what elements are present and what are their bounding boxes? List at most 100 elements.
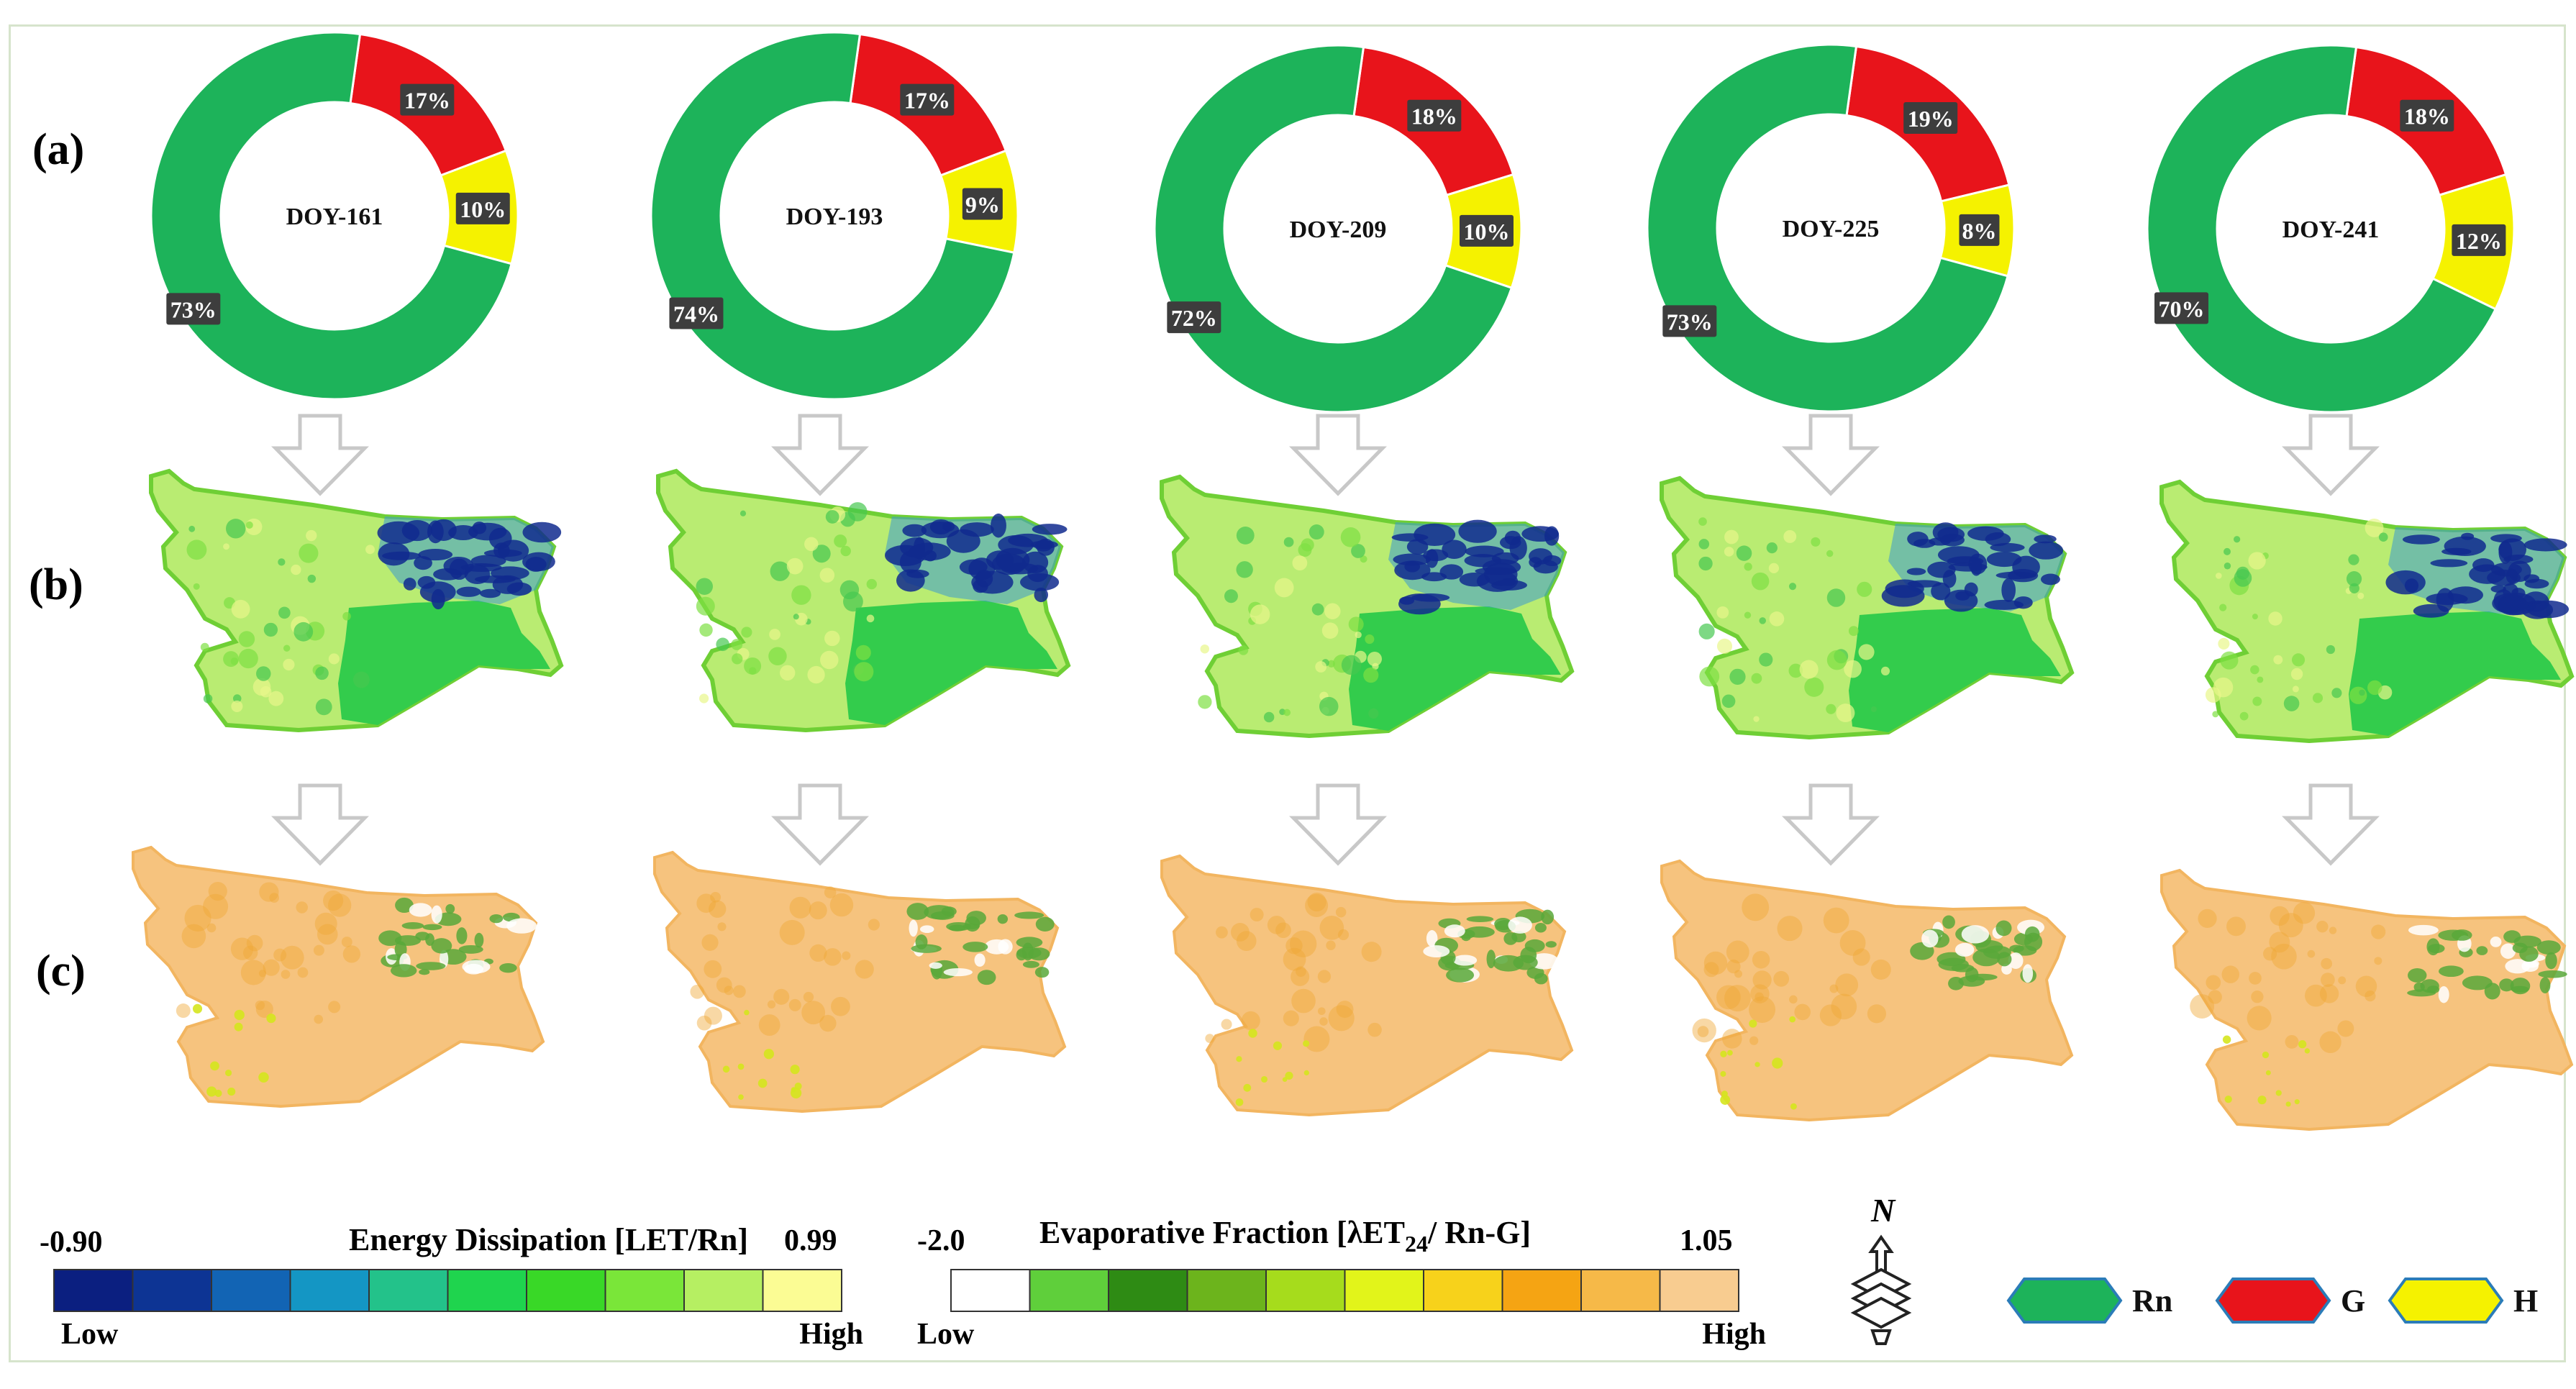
colorbar-cell: [950, 1269, 1031, 1312]
study-area-map: [1162, 477, 1572, 736]
colorbar-cell: [683, 1269, 764, 1312]
down-arrow-icon: [1289, 414, 1387, 496]
legend-swatch: [2215, 1278, 2331, 1324]
slice-label-text: 10%: [1463, 219, 1509, 245]
study-area-map: [132, 846, 545, 1108]
slice-data-label: 19%: [1903, 102, 1958, 135]
colorbar-cell: [447, 1269, 527, 1312]
legend-label: H: [2513, 1283, 2538, 1319]
legend-ef-max: 1.05: [1680, 1224, 1733, 1257]
donut-slice-rn: [150, 31, 513, 401]
down-arrow-icon: [771, 783, 869, 866]
down-arrow-icon: [2282, 783, 2380, 866]
donut-chart: 19% 8% 73% DOY-225: [1646, 43, 2016, 413]
down-arrow-icon: [771, 414, 869, 496]
slice-label-text: 9%: [965, 191, 1000, 217]
donut-title: DOY-209: [1290, 217, 1387, 243]
row-label-c: (c): [36, 947, 86, 996]
colorbar-cell: [1265, 1269, 1346, 1312]
colorbar-cell: [1344, 1269, 1424, 1312]
study-area-map: [2160, 869, 2573, 1131]
legend-energy-min: -0.90: [40, 1226, 103, 1259]
colorbar-cell: [211, 1269, 291, 1312]
colorbar-cell: [1580, 1269, 1661, 1312]
donut-slice-rn: [2146, 44, 2498, 414]
slice-data-label: 9%: [962, 188, 1003, 220]
slice-label-text: 74%: [673, 301, 719, 327]
donut-slice-rn: [650, 31, 1016, 401]
legend-energy-max: 0.99: [784, 1224, 837, 1257]
slice-label-text: 19%: [1908, 106, 1954, 132]
component-legend: Rn G H: [2006, 1278, 2538, 1324]
legend-item-h: H: [2388, 1278, 2538, 1324]
down-arrow-icon: [1782, 783, 1880, 866]
legend-label: Rn: [2132, 1283, 2172, 1319]
legend-ef-high: High: [1702, 1318, 1766, 1351]
slice-data-label: 73%: [166, 293, 221, 325]
legend-swatch: [2388, 1278, 2504, 1324]
colorbar-cell: [1029, 1269, 1109, 1312]
legend-item-rn: Rn: [2006, 1278, 2172, 1324]
legend-ef-colorbar: [950, 1269, 1739, 1312]
study-area-map: [1660, 860, 2073, 1121]
study-area-map: [1662, 478, 2072, 737]
down-arrow-icon: [2282, 414, 2380, 496]
down-arrow-icon: [1289, 783, 1387, 866]
legend-label: G: [2341, 1283, 2365, 1319]
colorbar-cell: [1423, 1269, 1503, 1312]
colorbar-cell: [1108, 1269, 1188, 1312]
colorbar-cell: [526, 1269, 606, 1312]
colorbar-cell: [762, 1269, 842, 1312]
down-arrow-icon: [271, 783, 369, 866]
energy-dissipation-maps: [151, 471, 2572, 741]
donut-chart: 17% 10% 73% DOY-161: [150, 31, 519, 401]
study-area-map: [658, 471, 1068, 730]
slice-label-text: 70%: [2159, 296, 2205, 322]
legend-energy-colorbar: [53, 1269, 842, 1312]
donut-title: DOY-161: [286, 204, 383, 230]
colorbar-cell: [604, 1269, 685, 1312]
slice-data-label: 18%: [2400, 99, 2454, 132]
slice-label-text: 17%: [404, 88, 450, 114]
slice-data-label: 18%: [1407, 99, 1462, 132]
colorbar-cell: [368, 1269, 449, 1312]
study-area-map: [2162, 482, 2572, 741]
legend-ef-title-suffix: / Rn-G]: [1427, 1215, 1531, 1250]
legend-item-g: G: [2215, 1278, 2365, 1324]
slice-data-label: 17%: [400, 83, 455, 116]
donut-title: DOY-193: [786, 204, 883, 230]
evaporative-fraction-maps: [132, 846, 2573, 1131]
slice-data-label: 70%: [2154, 292, 2209, 324]
slice-data-label: 10%: [455, 192, 510, 224]
slice-label-text: 18%: [2404, 104, 2450, 129]
slice-data-label: 74%: [669, 297, 724, 329]
legend-ef-title-sub: 24: [1405, 1231, 1428, 1257]
slice-label-text: 12%: [2456, 228, 2502, 254]
legend-energy-high: High: [799, 1318, 863, 1351]
colorbar-cell: [289, 1269, 370, 1312]
slice-label-text: 17%: [904, 88, 950, 114]
slice-data-label: 72%: [1167, 301, 1221, 334]
donut-chart: 18% 12% 70% DOY-241: [2146, 44, 2516, 414]
donut-slice-rn: [1646, 43, 2009, 413]
slice-data-label: 12%: [2452, 224, 2506, 256]
colorbar-cell: [132, 1269, 212, 1312]
row-label-b: (b): [29, 560, 83, 609]
legend-ef-min: -2.0: [917, 1224, 965, 1257]
flow-arrows: [271, 414, 2380, 866]
study-area-map: [653, 851, 1066, 1113]
donut-slice-rn: [1153, 44, 1514, 414]
legend-ef-title: Evaporative Fraction [λET24/ Rn-G]: [1039, 1215, 1531, 1257]
figure-frame: [9, 24, 2566, 1362]
down-arrow-icon: [1782, 414, 1880, 496]
north-arrow-icon: N: [1850, 1192, 1912, 1345]
slice-label-text: 73%: [1667, 309, 1713, 334]
legend-swatch: [2006, 1278, 2123, 1324]
slice-data-label: 73%: [1662, 305, 1717, 337]
slice-label-text: 8%: [1962, 218, 1996, 244]
donut-title: DOY-241: [2283, 217, 2380, 243]
legend-ef-title-prefix: Evaporative Fraction [λET: [1039, 1215, 1405, 1250]
row-label-a: (a): [32, 125, 84, 174]
colorbar-cell: [53, 1269, 134, 1312]
